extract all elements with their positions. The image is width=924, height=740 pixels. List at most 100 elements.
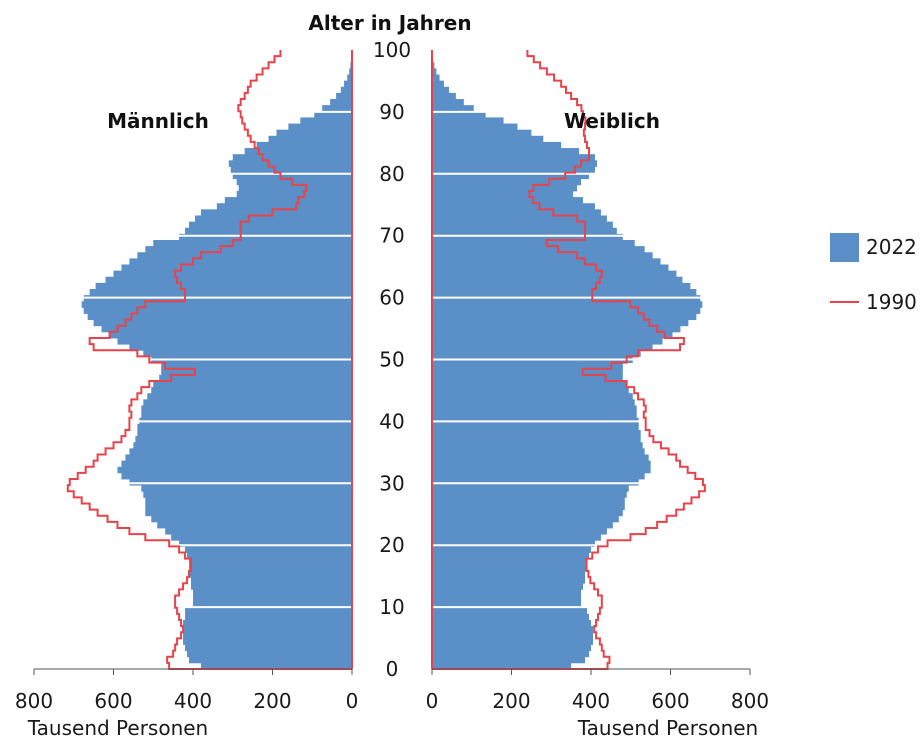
female-bar-age-16 (432, 564, 588, 572)
female-bar-age-68 (432, 246, 645, 253)
male-bar-age-91 (322, 105, 352, 112)
female-bar-age-74 (432, 209, 601, 216)
female-bar-age-63 (432, 276, 683, 284)
male-bar-age-68 (145, 246, 352, 253)
female-bar-age-65 (432, 264, 669, 272)
male-bar-age-11 (193, 595, 352, 602)
male-bar-age-93 (336, 92, 352, 100)
female-bar-age-20 (432, 540, 595, 547)
male-x-unit-label: Tausend Personen (27, 716, 208, 740)
male-bar-age-52 (129, 344, 352, 351)
female-bar-age-7 (432, 619, 591, 627)
age-tick-label: 60 (379, 286, 404, 310)
male-bar-age-17 (189, 558, 352, 566)
female-bar-age-77 (432, 190, 574, 198)
x-tick-label: 400 (174, 689, 212, 713)
female-bar-age-88 (432, 123, 518, 131)
female-bar-age-10 (432, 601, 582, 609)
female-bar-age-41 (432, 411, 637, 419)
female-bar-age-23 (432, 521, 613, 529)
age-tick-label: 20 (379, 533, 404, 557)
male-bar-age-62 (95, 282, 353, 290)
x-tick-label: 600 (651, 689, 689, 713)
male-bar-age-72 (189, 221, 352, 229)
male-bar-age-66 (129, 258, 352, 265)
male-bar-age-39 (137, 423, 352, 431)
female-bar-age-61 (432, 289, 697, 296)
female-bar-age-34 (432, 454, 649, 462)
female-bar-age-24 (432, 515, 619, 523)
female-bar-age-97 (432, 68, 437, 75)
male-bar-age-63 (105, 276, 352, 284)
legend: 2022 1990 (830, 233, 917, 314)
male-bar-age-2 (187, 650, 352, 658)
male-bar-age-81 (230, 166, 352, 173)
male-bar-age-71 (185, 227, 352, 235)
age-tick-label: 100 (373, 38, 411, 62)
male-bar-age-13 (191, 583, 352, 590)
male-bar-age-30 (129, 479, 352, 486)
age-tick-label: 40 (379, 409, 404, 433)
male-bar-age-89 (300, 117, 352, 124)
female-bar-age-51 (432, 350, 641, 357)
female-bar-age-79 (432, 178, 582, 186)
male-bar-age-28 (143, 491, 352, 498)
female-bar-age-21 (432, 534, 601, 541)
male-bar-age-96 (347, 74, 352, 82)
female-bar-age-29 (432, 485, 629, 492)
female-bar-age-71 (432, 227, 617, 235)
female-bar-age-39 (432, 423, 639, 431)
female-bar-age-0 (432, 662, 572, 670)
female-bar-age-4 (432, 638, 593, 645)
male-panel-label: Männlich (107, 109, 209, 133)
female-bar-age-33 (432, 460, 651, 468)
female-bar-age-93 (432, 92, 456, 100)
female-bar-age-72 (432, 221, 613, 229)
male-bar-age-9 (185, 607, 352, 615)
female-bar-age-8 (432, 613, 590, 621)
male-bar-age-7 (183, 619, 352, 627)
x-tick-label: 200 (492, 689, 530, 713)
female-bar-age-53 (432, 338, 663, 345)
male-bar-age-74 (200, 209, 352, 216)
male-bar-age-23 (157, 521, 352, 529)
female-bar-age-36 (432, 442, 643, 449)
female-bar-age-82 (432, 160, 597, 167)
male-bar-age-25 (145, 509, 352, 517)
female-bar-age-81 (432, 166, 595, 173)
female-bar-age-26 (432, 503, 625, 511)
male-bar-age-70 (179, 233, 352, 241)
female-panel-label: Weiblich (564, 109, 660, 133)
male-bar-age-53 (117, 338, 352, 345)
female-bar-age-89 (432, 117, 504, 124)
female-bar-age-75 (432, 203, 595, 210)
age-tick-label: 90 (379, 100, 404, 124)
male-bar-age-26 (145, 503, 352, 511)
female-line-1990 (432, 50, 706, 670)
male-bar-age-4 (183, 638, 352, 645)
age-gridlines (34, 110, 750, 609)
male-bar-age-48 (161, 368, 352, 376)
x-tick-label: 400 (572, 689, 610, 713)
male-bar-age-35 (129, 448, 352, 455)
male-bar-age-36 (133, 442, 352, 449)
female-bar-age-2 (432, 650, 590, 658)
male-bar-age-37 (135, 436, 352, 443)
female-bar-age-64 (432, 270, 677, 278)
female-bar-age-76 (432, 197, 584, 204)
male-bar-age-69 (153, 239, 352, 247)
male-bar-age-94 (340, 86, 352, 94)
female-bar-age-32 (432, 466, 651, 474)
male-bar-age-44 (147, 393, 352, 400)
male-bar-age-8 (185, 613, 352, 621)
male-bar-age-54 (109, 331, 353, 339)
female-bar-age-3 (432, 644, 591, 652)
male-bar-age-97 (349, 68, 352, 75)
male-bar-age-38 (137, 429, 352, 437)
female-bar-age-43 (432, 399, 635, 406)
age-tick-label: 10 (379, 595, 404, 619)
female-bar-age-83 (432, 154, 595, 161)
age-axis-title: Alter in Jahren (308, 11, 471, 35)
male-bar-age-0 (200, 662, 352, 670)
male-bar-age-32 (117, 466, 352, 474)
